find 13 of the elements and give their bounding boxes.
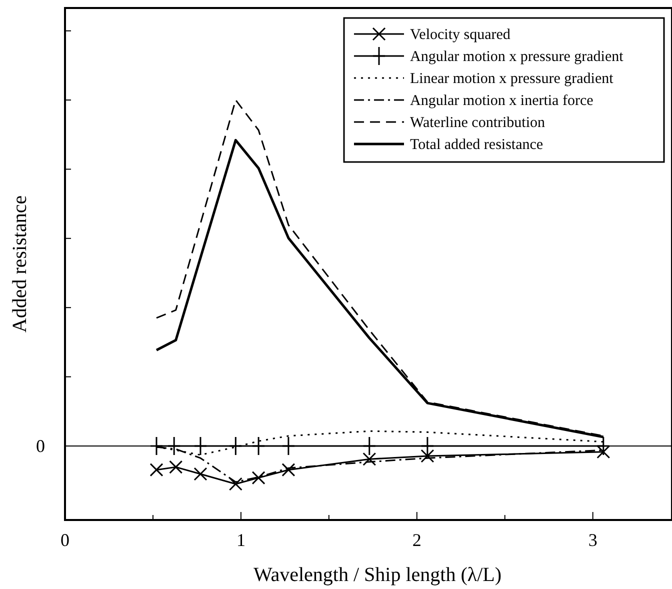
x-tick-label: 2 bbox=[412, 530, 422, 550]
legend-label: Angular motion x inertia force bbox=[410, 93, 594, 109]
x-tick-label: 1 bbox=[236, 530, 246, 550]
ref-line-label: 0 bbox=[36, 436, 45, 456]
x-tick-label: 3 bbox=[588, 530, 598, 550]
legend-label: Waterline contribution bbox=[410, 115, 546, 131]
x-tick-label: 0 bbox=[60, 530, 70, 550]
y-axis-title: Added resistance bbox=[9, 195, 31, 333]
legend-label: Angular motion x pressure gradient bbox=[410, 49, 624, 65]
x-axis-title: Wavelength / Ship length (λ/L) bbox=[253, 564, 502, 586]
legend-label: Total added resistance bbox=[410, 137, 544, 153]
legend-label: Velocity squared bbox=[410, 27, 511, 43]
legend-label: Linear motion x pressure gradient bbox=[410, 71, 614, 87]
